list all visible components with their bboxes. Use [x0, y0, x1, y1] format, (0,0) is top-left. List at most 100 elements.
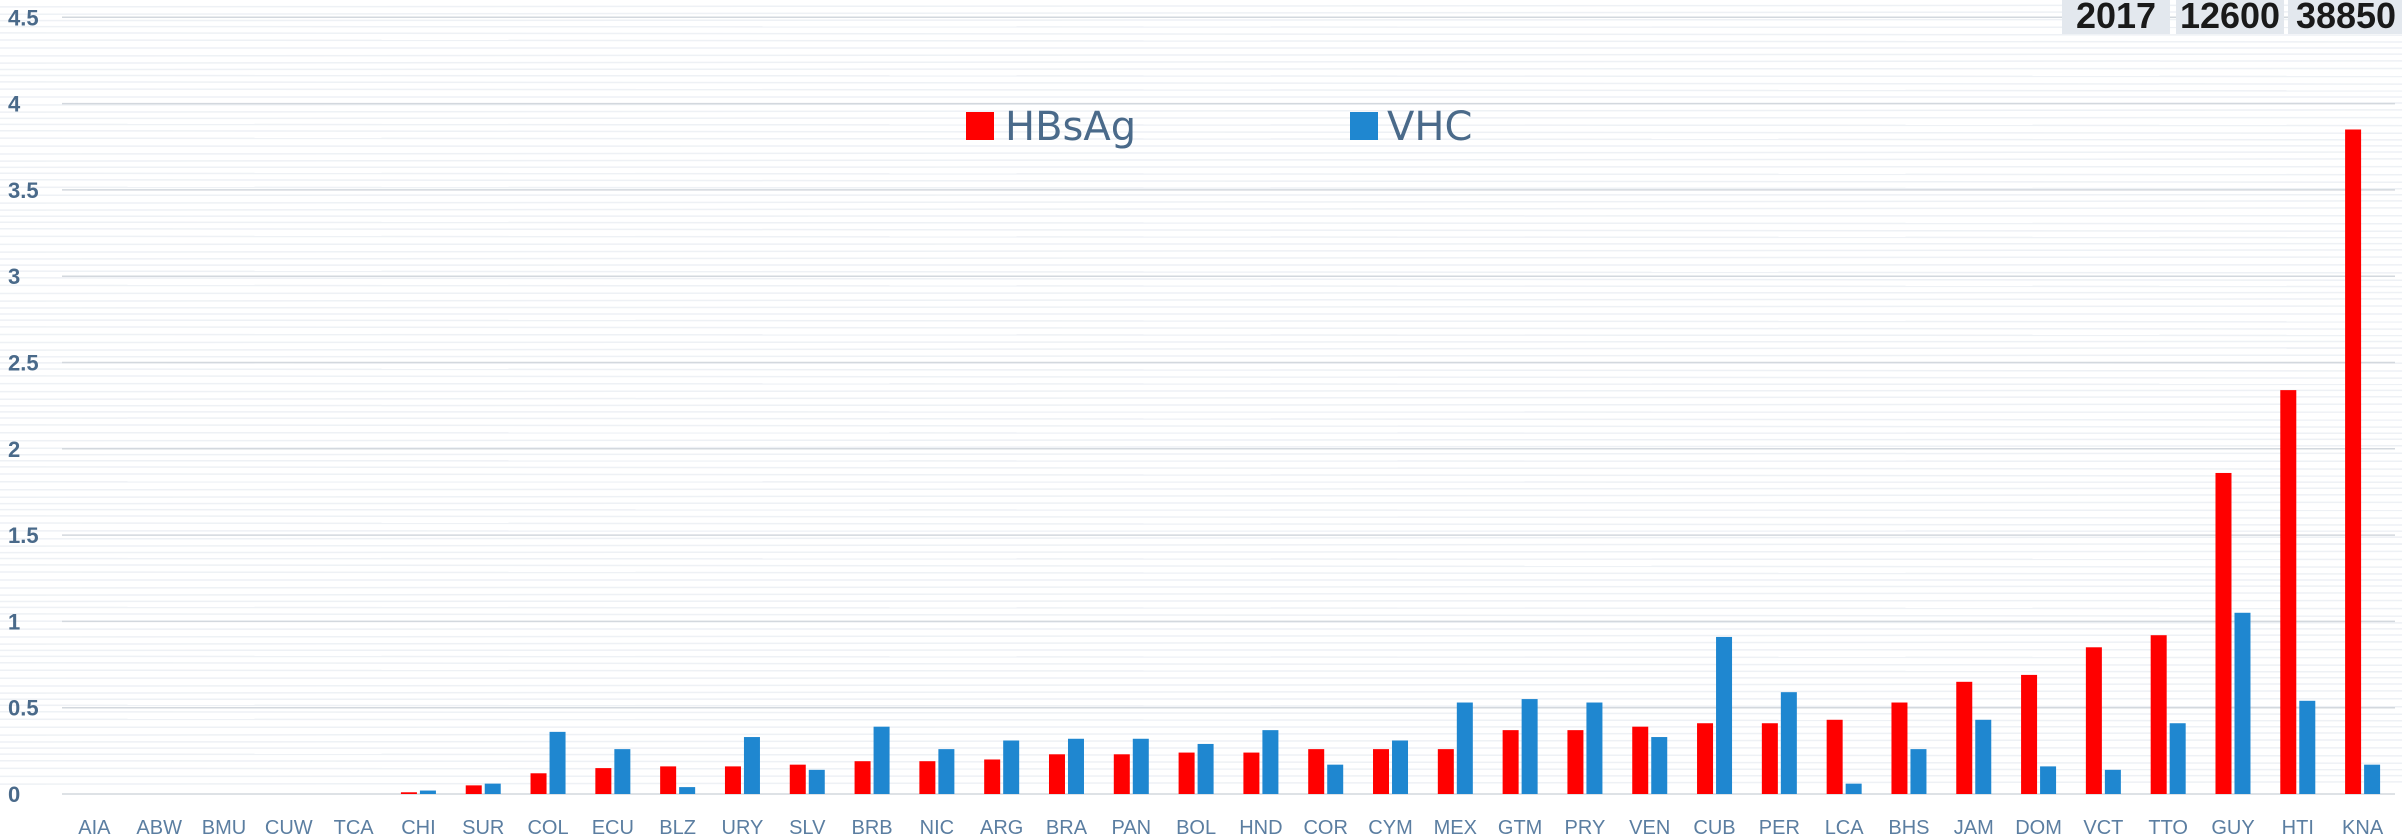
bar-vhc-gtm: [1521, 699, 1538, 794]
x-axis: AIA ABW BMU CUW TCA CHI SUR COL ECU BLZ URY SLV BRB N…: [78, 817, 2384, 839]
bar-vhc-cub: [1716, 636, 1733, 794]
y-tick-label: 4.5: [8, 5, 39, 30]
background-hatch-line: [0, 88, 2402, 92]
bar-vhc-bhs: [1910, 749, 1927, 794]
bar-vhc-guy: [2234, 612, 2251, 794]
x-tick-label: SUR: [462, 817, 504, 839]
bar-hbsag-vct: [2085, 647, 2102, 794]
corner-cell-bg-year: [2062, 0, 2170, 34]
bar-vhc-ecu: [614, 749, 631, 794]
bar-vhc-jam: [1975, 719, 1992, 794]
background-hatch-line: [0, 74, 2402, 78]
background-hatch-line: [0, 382, 2402, 386]
background-hatch-line: [0, 732, 2402, 736]
background-hatch-line: [0, 53, 2402, 57]
background-hatch-line: [0, 172, 2402, 176]
bar-vhc-tto: [2169, 723, 2186, 794]
background-hatch-line: [0, 354, 2402, 358]
x-tick-label: GTM: [1498, 817, 1542, 839]
bar-vhc-bol: [1197, 743, 1214, 794]
x-tick-label: PRY: [1565, 817, 1606, 839]
background-hatch-line: [0, 396, 2402, 400]
bar-vhc-bra: [1067, 738, 1084, 794]
bar-hbsag-arg: [984, 759, 1001, 794]
x-tick-label: ABW: [136, 817, 182, 839]
background-hatch-line: [0, 284, 2402, 288]
bar-vhc-slv: [808, 769, 825, 794]
bar-hbsag-hti: [2280, 390, 2297, 794]
background-hatch-line: [0, 186, 2402, 190]
y-tick-label: 3.5: [8, 178, 39, 203]
x-tick-label: BRB: [852, 817, 893, 839]
gridlines: [0, 4, 2402, 795]
background-hatch-line: [0, 634, 2402, 638]
x-tick-label: JAM: [1954, 817, 1994, 839]
background-hatch-line: [0, 592, 2402, 596]
background-hatch-line: [0, 585, 2402, 589]
bar-hbsag-ven: [1632, 726, 1649, 794]
background-hatch-line: [0, 179, 2402, 183]
background-hatch-line: [0, 543, 2402, 547]
background-hatch-line: [0, 39, 2402, 43]
corner-cell-bg-b: [2288, 0, 2402, 34]
corner-cell-value-a: 12600: [2180, 0, 2280, 36]
background-hatch-line: [0, 466, 2402, 470]
background-hatch-line: [0, 67, 2402, 71]
bar-hbsag-kna: [2345, 129, 2362, 795]
bar-vhc-vct: [2104, 769, 2121, 794]
background-hatch-line: [0, 298, 2402, 302]
bar-vhc-sur: [484, 783, 501, 794]
background-hatch-line: [0, 256, 2402, 260]
bar-vhc-mex: [1456, 702, 1473, 794]
background-hatch-line: [0, 375, 2402, 379]
corner-cell-value-b: 38850: [2296, 0, 2396, 36]
x-tick-label: BHS: [1888, 817, 1929, 839]
background-hatch-line: [0, 424, 2402, 428]
background-hatch-line: [0, 662, 2402, 666]
x-tick-label: ECU: [592, 817, 634, 839]
x-tick-label: CUB: [1693, 817, 1735, 839]
x-tick-label: CUW: [265, 817, 313, 839]
bar-vhc-hnd: [1262, 730, 1279, 794]
x-tick-label: HTI: [2282, 817, 2314, 839]
x-tick-label: CHI: [401, 817, 435, 839]
background-hatch-line: [0, 452, 2402, 456]
legend-label-hbsag: HBsAg: [1005, 104, 1136, 150]
background-hatch-line: [0, 319, 2402, 323]
background-hatch-line: [0, 473, 2402, 477]
x-tick-label: NIC: [920, 817, 954, 839]
bar-vhc-nic: [938, 749, 955, 794]
x-tick-label: LCA: [1825, 817, 1865, 839]
background-hatch-line: [0, 60, 2402, 64]
background-hatch-line: [0, 683, 2402, 687]
background-hatch-line: [0, 4, 2402, 8]
background-hatch-line: [0, 25, 2402, 29]
x-tick-label: COL: [527, 817, 568, 839]
legend-label-vhc: VHC: [1387, 104, 1472, 150]
background-hatch-line: [0, 221, 2402, 225]
background-hatch-line: [0, 151, 2402, 155]
bar-vhc-chi: [419, 790, 436, 794]
background-hatch-line: [0, 718, 2402, 722]
background-hatch-line: [0, 32, 2402, 36]
bar-vhc-cor: [1327, 764, 1344, 794]
background-hatch-line: [0, 235, 2402, 239]
background-hatch-line: [0, 207, 2402, 211]
y-tick-label: 4: [8, 92, 21, 117]
background-hatch-line: [0, 508, 2402, 512]
bar-vhc-pan: [1132, 738, 1149, 794]
background-hatch-line: [0, 116, 2402, 120]
x-tick-label: ARG: [980, 817, 1023, 839]
background-hatch-line: [0, 515, 2402, 519]
background-hatch-line: [0, 277, 2402, 281]
background-hatch-line: [0, 536, 2402, 540]
y-tick-label: 0.5: [8, 696, 39, 721]
background-hatch-line: [0, 739, 2402, 743]
background-hatch-line: [0, 137, 2402, 141]
y-tick-label: 1: [8, 609, 20, 634]
bar-hbsag-cor: [1308, 749, 1325, 794]
x-tick-label: DOM: [2015, 817, 2062, 839]
x-tick-label: BOL: [1176, 817, 1216, 839]
bar-hbsag-slv: [789, 764, 806, 794]
